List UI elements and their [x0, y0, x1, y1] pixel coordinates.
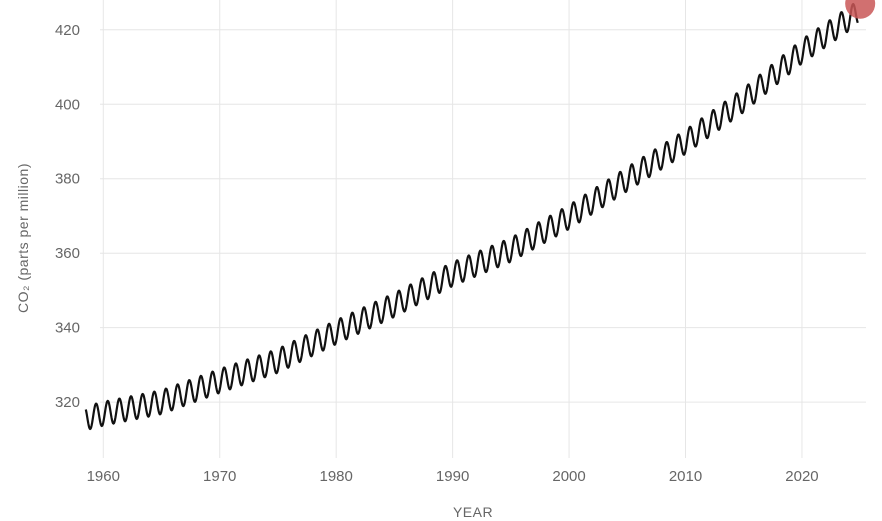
y-axis-ticks: 320 340 360 380 400 420 — [55, 22, 80, 411]
y-tick-label: 380 — [55, 171, 80, 188]
y-axis-title: CO₂ (parts per million) — [15, 163, 31, 313]
y-tick-label: 420 — [55, 22, 80, 39]
x-tick-label: 1960 — [87, 468, 120, 485]
grid-lines — [100, 0, 866, 458]
co2-series — [84, 3, 859, 431]
co2-series-line — [84, 3, 859, 431]
y-tick-label: 320 — [55, 394, 80, 411]
x-axis-title: YEAR — [453, 504, 493, 520]
latest-point-marker — [845, 0, 876, 19]
latest-point-group — [845, 0, 876, 19]
x-tick-label: 2000 — [552, 468, 585, 485]
x-tick-label: 1970 — [203, 468, 236, 485]
x-axis-ticks: 1960 1970 1980 1990 2000 2010 2020 — [87, 468, 819, 485]
x-tick-label: 1990 — [436, 468, 469, 485]
y-tick-label: 400 — [55, 96, 80, 113]
x-tick-label: 2020 — [785, 468, 818, 485]
y-tick-label: 360 — [55, 245, 80, 262]
x-tick-label: 1980 — [319, 468, 352, 485]
x-tick-label: 2010 — [669, 468, 702, 485]
y-tick-label: 340 — [55, 320, 80, 337]
